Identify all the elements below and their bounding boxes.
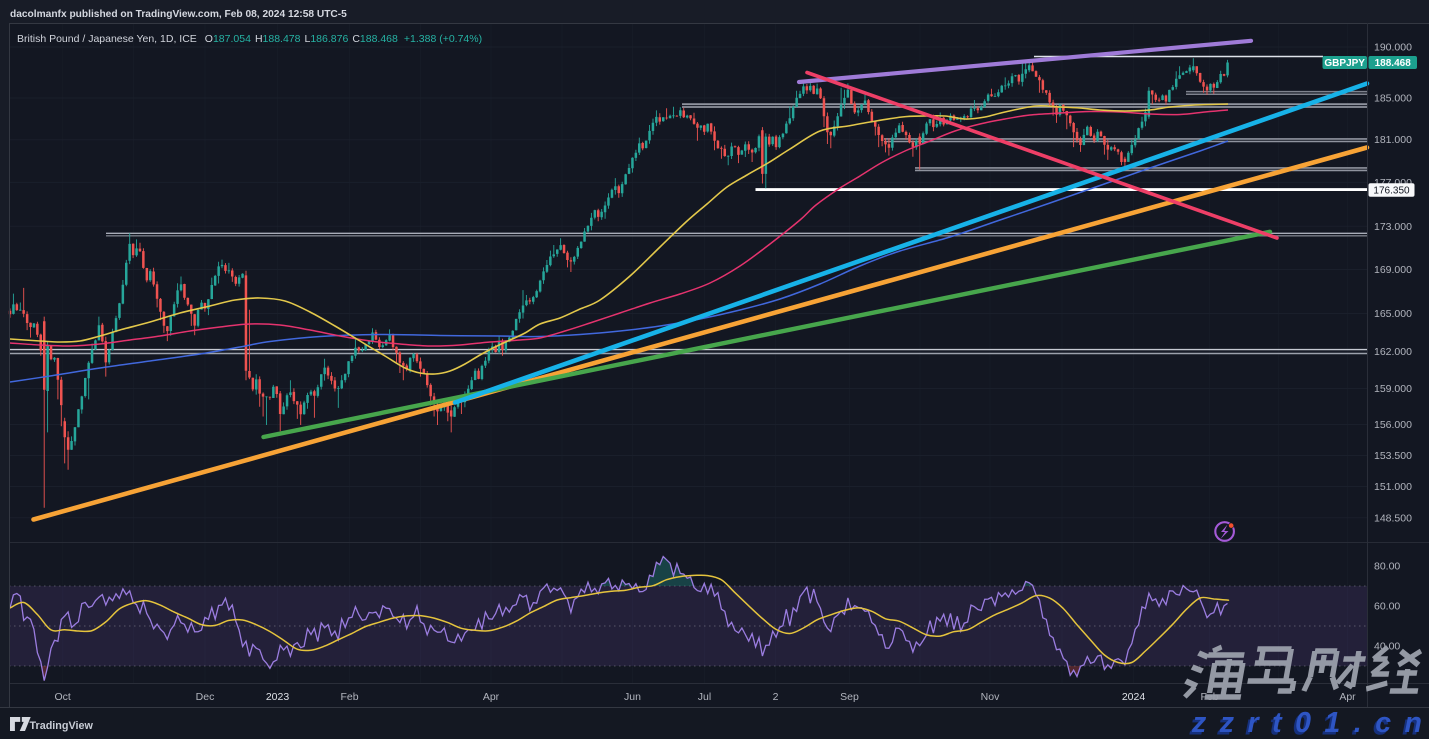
svg-text:80.00: 80.00	[1374, 561, 1400, 573]
svg-text:2023: 2023	[266, 691, 290, 703]
svg-text:dacolmanfx published on Tradin: dacolmanfx published on TradingView.com,…	[10, 9, 347, 20]
svg-text:Apr: Apr	[483, 691, 500, 703]
svg-text:zzrt01.cn: zzrt01.cn	[1189, 710, 1429, 739]
svg-text:Feb: Feb	[340, 691, 358, 703]
svg-text:162.000: 162.000	[1374, 346, 1412, 358]
svg-text:GBPJPY: GBPJPY	[1324, 58, 1365, 69]
svg-text:British Pound / Japanese Yen,: British Pound / Japanese Yen, 1D, ICE O18…	[17, 33, 482, 45]
svg-text:2: 2	[773, 691, 779, 703]
svg-text:185.000: 185.000	[1374, 93, 1412, 105]
svg-text:159.000: 159.000	[1374, 383, 1412, 395]
svg-text:Nov: Nov	[981, 691, 1000, 703]
svg-text:188.468: 188.468	[1375, 58, 1412, 69]
svg-text:Sep: Sep	[840, 691, 859, 703]
svg-text:151.000: 151.000	[1374, 481, 1412, 493]
svg-text:Jul: Jul	[698, 691, 711, 703]
svg-text:176.350: 176.350	[1373, 186, 1410, 197]
svg-text:173.000: 173.000	[1374, 221, 1412, 233]
svg-text:Jun: Jun	[624, 691, 641, 703]
svg-text:156.000: 156.000	[1374, 419, 1412, 431]
svg-text:60.00: 60.00	[1374, 601, 1400, 613]
svg-text:Apr: Apr	[1339, 691, 1356, 703]
svg-text:TradingView: TradingView	[30, 720, 94, 732]
svg-text:153.500: 153.500	[1374, 450, 1412, 462]
svg-text:Oct: Oct	[55, 691, 71, 703]
svg-text:Dec: Dec	[196, 691, 215, 703]
svg-text:169.000: 169.000	[1374, 264, 1412, 276]
svg-text:190.000: 190.000	[1374, 42, 1412, 54]
svg-text:148.500: 148.500	[1374, 512, 1412, 524]
svg-text:165.000: 165.000	[1374, 308, 1412, 320]
svg-text:181.000: 181.000	[1374, 134, 1412, 146]
svg-text:2024: 2024	[1122, 691, 1146, 703]
svg-text:zzrt01.cn: zzrt01.cn	[1191, 707, 1429, 739]
